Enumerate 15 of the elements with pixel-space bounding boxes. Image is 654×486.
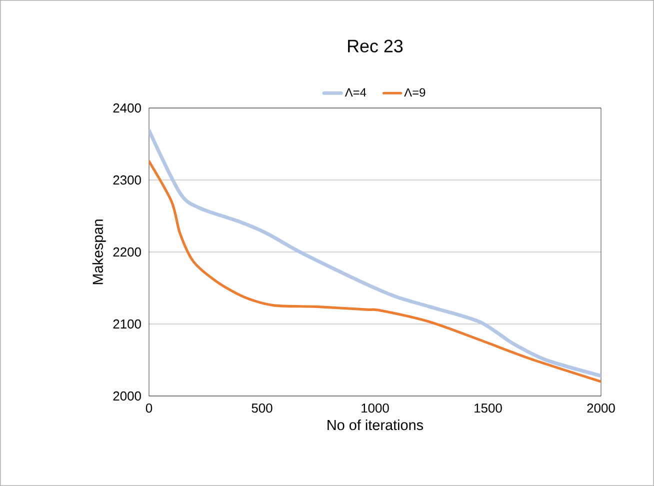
x-tick-label: 1000 xyxy=(362,404,389,413)
x-tick-label: 500 xyxy=(252,404,272,413)
y-tick-label: 2400 xyxy=(113,103,141,113)
y-tick-label: 2000 xyxy=(113,391,141,401)
x-tick-label: 2000 xyxy=(587,404,615,413)
y-tick-label: 2300 xyxy=(113,175,141,185)
x-tick-label: 1500 xyxy=(474,404,502,413)
x-tick-label: 0 xyxy=(146,404,152,413)
y-tick-label: 2200 xyxy=(113,247,141,257)
y-axis-title: Makespan xyxy=(92,220,106,284)
legend-label: Λ=4 xyxy=(344,88,366,96)
chart-title: Rec 23 xyxy=(348,40,403,52)
legend-label: Λ=9 xyxy=(404,88,426,97)
y-tick-label: 2100 xyxy=(113,319,141,329)
x-axis-title: No of iterations xyxy=(328,420,424,430)
